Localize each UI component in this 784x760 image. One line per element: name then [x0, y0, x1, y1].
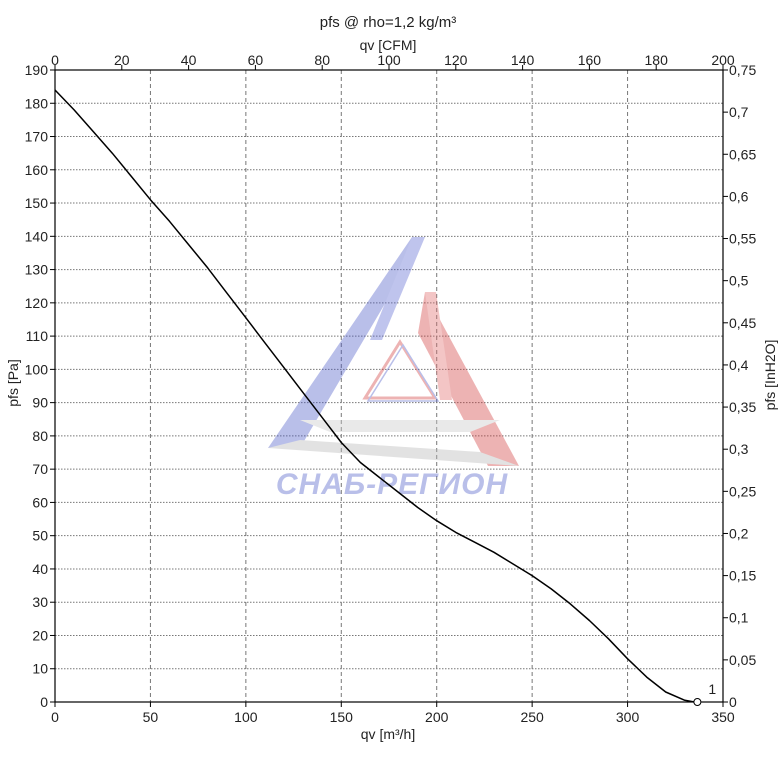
y-tick-label: 100	[25, 361, 49, 377]
x-tick-label: 350	[711, 709, 735, 725]
y-tick-label: 130	[25, 262, 49, 278]
x-axis-title: qv [m³/h]	[361, 726, 415, 742]
plot-area-border	[54, 69, 724, 703]
y-tick-label: 60	[32, 494, 48, 510]
x-tick-label: 250	[520, 709, 544, 725]
y2-tick-label: 0,25	[729, 483, 756, 499]
y2-tick-label: 0,15	[729, 568, 756, 584]
y2-tick-label: 0,55	[729, 231, 756, 247]
curve: 1	[54, 89, 716, 706]
x2-tick-label: 40	[181, 52, 197, 68]
ticks: 0102030405060708090100110120130140150160…	[25, 52, 757, 725]
y2-tick-label: 0,4	[729, 357, 749, 373]
y-tick-label: 180	[25, 95, 49, 111]
top-axis-title: qv [CFM]	[360, 37, 417, 53]
y2-tick-label: 0,05	[729, 652, 756, 668]
y-tick-label: 30	[32, 594, 48, 610]
fan-curve-line	[54, 89, 695, 703]
watermark-text: СНАБ-РЕГИОН	[276, 468, 509, 501]
x-tick-label: 0	[51, 709, 59, 725]
y2-tick-label: 0,3	[729, 441, 749, 457]
x-tick-label: 100	[234, 709, 258, 725]
y2-tick-label: 0,45	[729, 315, 756, 331]
chart-title: pfs @ rho=1,2 kg/m³	[320, 14, 457, 31]
plot-frame	[54, 69, 724, 703]
x2-tick-label: 180	[645, 52, 669, 68]
y-tick-label: 120	[25, 295, 49, 311]
watermark-logo: СНАБ-РЕГИОН	[268, 237, 519, 501]
y-tick-label: 190	[25, 62, 49, 78]
y2-tick-label: 0,1	[729, 610, 749, 626]
x2-tick-label: 100	[377, 52, 401, 68]
y2-tick-label: 0,65	[729, 146, 756, 162]
y-tick-label: 170	[25, 129, 49, 145]
x2-tick-label: 80	[314, 52, 330, 68]
y-tick-label: 80	[32, 428, 48, 444]
y2-tick-label: 0,75	[729, 62, 756, 78]
y-tick-label: 40	[32, 561, 48, 577]
y-tick-label: 0	[40, 694, 48, 710]
x-tick-label: 50	[143, 709, 159, 725]
x-tick-label: 300	[616, 709, 640, 725]
y2-tick-label: 0,7	[729, 104, 749, 120]
x2-tick-label: 120	[444, 52, 468, 68]
y2-tick-label: 0,35	[729, 399, 756, 415]
y-tick-label: 150	[25, 195, 49, 211]
x-tick-label: 200	[425, 709, 449, 725]
y-tick-label: 20	[32, 627, 48, 643]
y-tick-label: 110	[26, 328, 49, 344]
y2-tick-label: 0,5	[729, 273, 749, 289]
y2-tick-label: 0	[729, 694, 737, 710]
x2-tick-label: 200	[711, 52, 735, 68]
operating-point-marker	[693, 698, 702, 706]
y-tick-label: 160	[25, 162, 49, 178]
x2-tick-label: 20	[114, 52, 130, 68]
y-tick-label: 50	[32, 528, 48, 544]
y-axis-title: pfs [Pa]	[5, 359, 21, 406]
y-tick-label: 90	[32, 395, 48, 411]
x2-tick-label: 160	[578, 52, 602, 68]
x2-tick-label: 140	[511, 52, 535, 68]
x-tick-label: 150	[330, 709, 354, 725]
y2-tick-label: 0,6	[729, 188, 749, 204]
y-tick-label: 70	[32, 461, 48, 477]
y-tick-label: 10	[32, 661, 48, 677]
curve-number-label: 1	[708, 681, 716, 697]
y2-axis-title: pfs [InH2O]	[762, 340, 778, 411]
y2-tick-label: 0,2	[729, 525, 749, 541]
x2-tick-label: 60	[248, 52, 264, 68]
y-tick-label: 140	[25, 228, 49, 244]
grid	[55, 70, 723, 702]
x2-tick-label: 0	[51, 52, 59, 68]
